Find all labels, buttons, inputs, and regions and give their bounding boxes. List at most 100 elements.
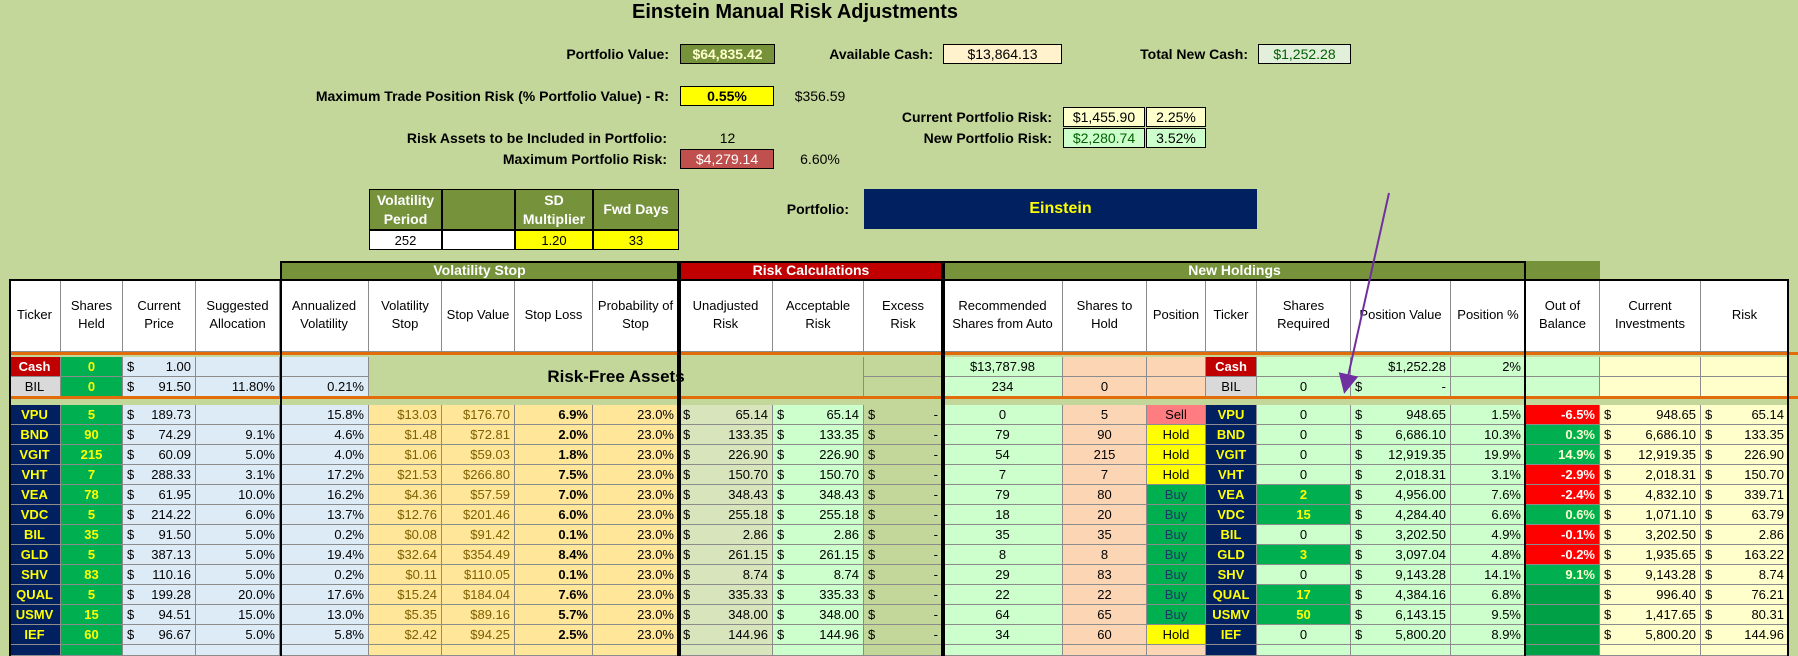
amount: 348.00 <box>728 607 768 622</box>
cell: $1,071.10 <box>1600 505 1701 525</box>
cell: 23.0% <box>593 565 679 585</box>
cell: $184.04 <box>442 585 515 605</box>
cell: 7 <box>1063 465 1147 485</box>
currency-symbol: $ <box>1705 507 1713 522</box>
currency-symbol: $ <box>777 527 785 542</box>
currency-symbol: $ <box>1604 467 1612 482</box>
cell: VGIT <box>1206 445 1257 465</box>
title: Einstein Manual Risk Adjustments <box>632 0 958 23</box>
cell: $348.00 <box>679 605 773 625</box>
amount: - <box>933 587 938 602</box>
currency-symbol: $ <box>777 547 785 562</box>
currency-symbol: $ <box>868 407 876 422</box>
column-header: Shares to Hold <box>1063 279 1147 352</box>
currency-symbol: $ <box>1355 567 1363 582</box>
amount: 348.43 <box>819 487 859 502</box>
cell: 23.0% <box>593 545 679 565</box>
amount: 2,018.31 <box>1645 467 1696 482</box>
cell: $348.43 <box>679 485 773 505</box>
cell <box>864 357 943 377</box>
amount: 339.71 <box>1744 487 1784 502</box>
currency-symbol: $ <box>1604 487 1612 502</box>
cell: $4,384.16 <box>1351 585 1451 605</box>
cell: 7 <box>943 465 1063 485</box>
cell: 50 <box>1257 605 1351 625</box>
value-box: $4,279.14 <box>680 149 774 169</box>
cell: BIL <box>1206 377 1257 397</box>
currency-symbol: $ <box>1604 447 1612 462</box>
amount: - <box>1441 379 1446 394</box>
cell <box>1526 645 1600 656</box>
cell <box>1600 377 1701 397</box>
currency-symbol: $ <box>683 607 691 622</box>
amount: - <box>933 427 938 442</box>
cell <box>61 645 123 656</box>
cell: VPU <box>1206 405 1257 425</box>
cell: 5 <box>61 585 123 605</box>
cell <box>515 645 593 656</box>
cell: BIL <box>9 377 61 397</box>
cell: 0 <box>1257 405 1351 425</box>
currency-symbol: $ <box>1355 627 1363 642</box>
cell: Hold <box>1147 425 1206 445</box>
cell <box>1526 585 1600 605</box>
cell: $ - <box>864 545 943 565</box>
amount: 226.90 <box>1744 447 1784 462</box>
cell: $59.03 <box>442 445 515 465</box>
cell: 0 <box>1257 565 1351 585</box>
cell: 60 <box>61 625 123 645</box>
value-box: $1,252.28 <box>1258 44 1351 64</box>
currency-symbol: $ <box>127 427 135 442</box>
amount: 9,143.28 <box>1395 567 1446 582</box>
currency-symbol: $ <box>127 407 135 422</box>
cell: VHT <box>1206 465 1257 485</box>
cell: $144.96 <box>679 625 773 645</box>
amount: - <box>933 467 938 482</box>
currency-symbol: $ <box>777 447 785 462</box>
cell: 23.0% <box>593 465 679 485</box>
amount: 8.74 <box>1758 567 1784 582</box>
cell: 8.9% <box>1451 625 1526 645</box>
param-value: 33 <box>593 230 679 250</box>
cell <box>1257 645 1351 656</box>
amount: 65.14 <box>826 407 859 422</box>
amount: 63.79 <box>1751 507 1784 522</box>
cell <box>280 645 369 656</box>
amount: 348.43 <box>728 487 768 502</box>
currency-symbol: $ <box>1355 427 1363 442</box>
cell <box>1701 377 1789 397</box>
currency-symbol: $ <box>777 507 785 522</box>
amount: 60.09 <box>158 447 191 462</box>
currency-symbol: $ <box>1705 607 1713 622</box>
currency-symbol: $ <box>1604 587 1612 602</box>
cell: $6,686.10 <box>1600 425 1701 445</box>
amount: - <box>933 607 938 622</box>
cell: Cash <box>1206 357 1257 377</box>
cell: 5 <box>61 545 123 565</box>
param-header <box>442 189 515 230</box>
column-header: Volatility Stop <box>369 279 442 352</box>
amount: 133.35 <box>728 427 768 442</box>
cell: 0 <box>1257 445 1351 465</box>
column-header: Position <box>1147 279 1206 352</box>
currency-symbol: $ <box>127 587 135 602</box>
cell: $226.90 <box>1701 445 1789 465</box>
cell: 9.1% <box>196 425 280 445</box>
cell: 23.0% <box>593 485 679 505</box>
cell: 23.0% <box>593 445 679 465</box>
cell <box>679 645 773 656</box>
column-header: Suggested Allocation <box>196 279 280 352</box>
cell: 2.5% <box>515 625 593 645</box>
cell: 5.0% <box>196 565 280 585</box>
cell: 23.0% <box>593 585 679 605</box>
cell: 5.0% <box>196 545 280 565</box>
cell: $1,935.65 <box>1600 545 1701 565</box>
cell: BIL <box>9 525 61 545</box>
amount: - <box>933 407 938 422</box>
cell: 0.3% <box>1526 425 1600 445</box>
amount: 6,686.10 <box>1645 427 1696 442</box>
cell: $199.28 <box>123 585 196 605</box>
cell: 0 <box>1257 425 1351 445</box>
cell: $9,143.28 <box>1600 565 1701 585</box>
amount: 6,686.10 <box>1395 427 1446 442</box>
